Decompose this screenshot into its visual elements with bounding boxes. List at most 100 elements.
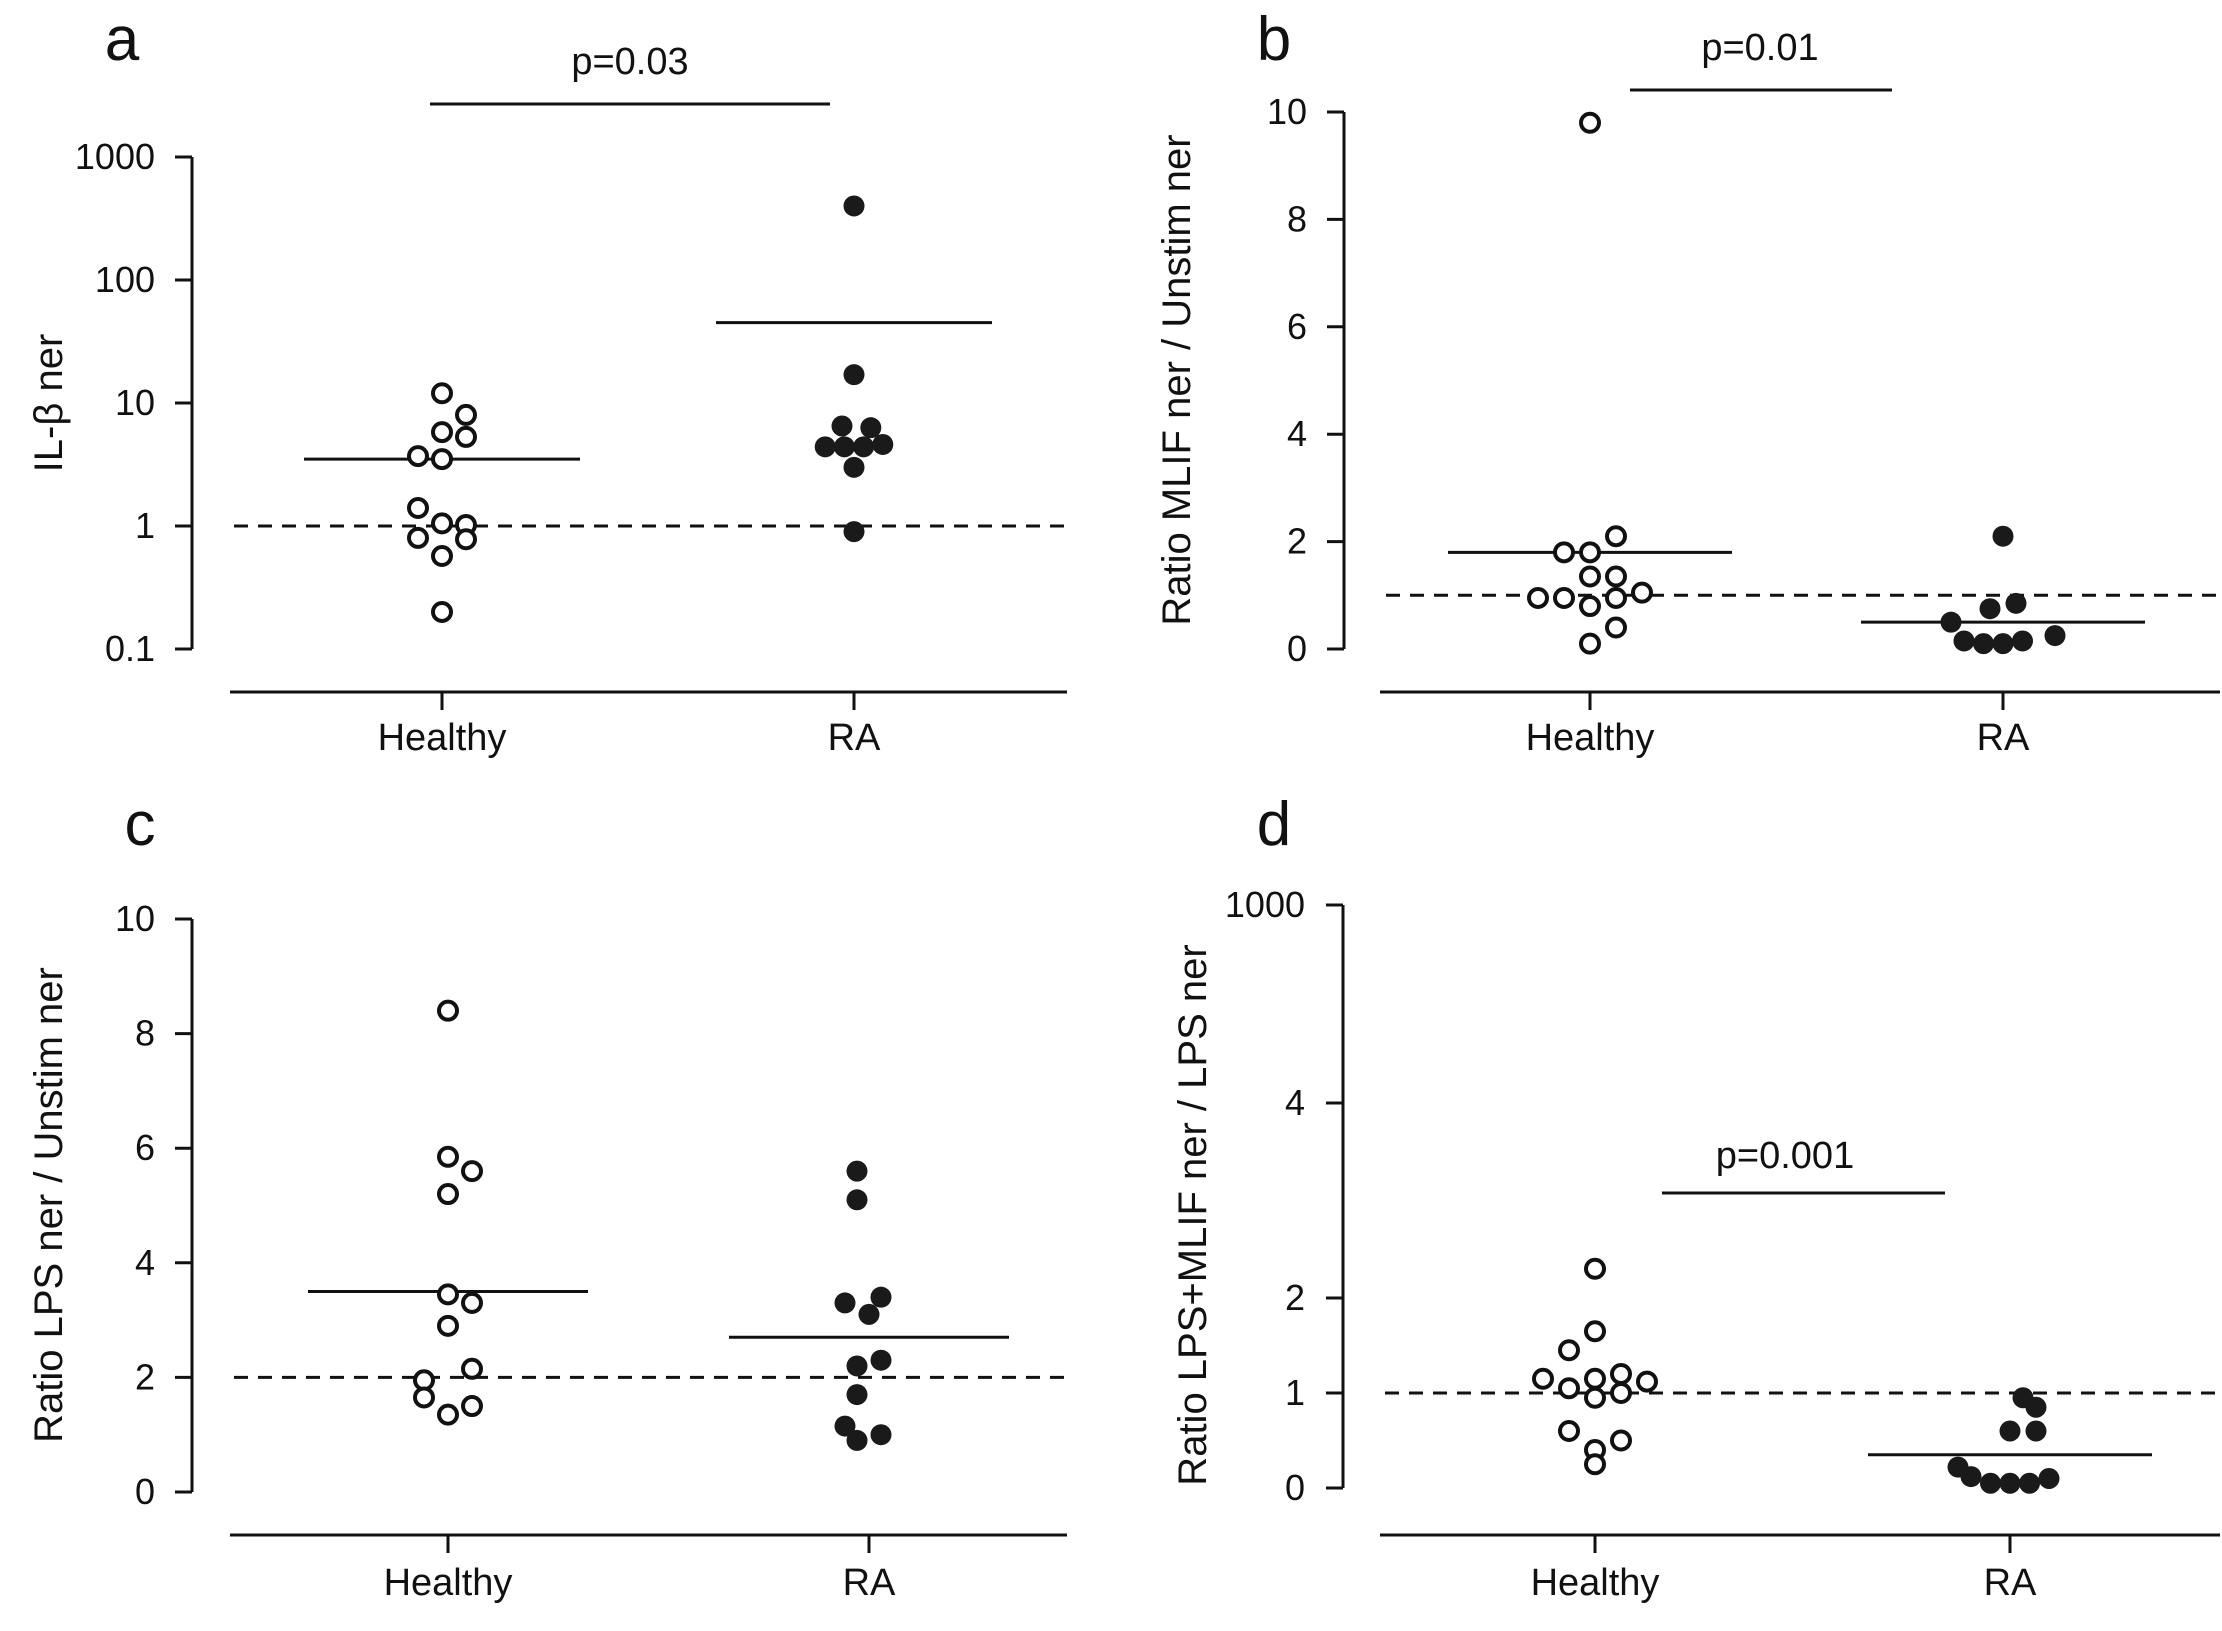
panel-c-letter: c	[125, 790, 156, 859]
panel-b-y-tick-label: 2	[1287, 521, 1307, 562]
panel-a-category-label: Healthy	[378, 717, 507, 759]
panel-c-category-label: RA	[843, 1562, 896, 1604]
panel-a-point-healthy	[455, 425, 477, 448]
panel-d-point-healthy	[1636, 1370, 1658, 1393]
panel-b-y-tick-label: 8	[1287, 198, 1307, 239]
panel-c-point-ra	[834, 1292, 856, 1314]
panel-a-point-ra	[814, 436, 836, 458]
panel-c-point-healthy	[413, 1386, 435, 1409]
panel-a-point-healthy	[431, 382, 453, 405]
panel-d-point-healthy	[1558, 1377, 1580, 1400]
panel-a-point-healthy	[455, 528, 477, 551]
panel-d-point-healthy	[1584, 1453, 1606, 1476]
panel-a-point-ra	[843, 521, 865, 543]
panel-c-y-tick-label: 8	[135, 1013, 155, 1054]
panel-a-y-tick-label: 100	[95, 259, 155, 300]
panel-d-point-healthy	[1610, 1382, 1632, 1404]
panel-a-point-healthy	[431, 545, 453, 568]
panel-b-y-tick-label: 6	[1287, 306, 1307, 347]
panel-b-category-label: RA	[1977, 717, 2030, 759]
panel-d-point-healthy	[1558, 1420, 1580, 1442]
panel-a-point-ra	[872, 433, 894, 455]
panel-b-point-healthy	[1579, 632, 1601, 655]
panel-b-point-healthy	[1631, 581, 1653, 604]
panel-c-point-ra	[846, 1429, 868, 1451]
panel-a-p-value: p=0.03	[571, 41, 688, 83]
panel-d-point-ra	[2025, 1396, 2047, 1418]
panel-c-category-label: Healthy	[384, 1562, 513, 1604]
panel-a-point-ra	[843, 456, 865, 478]
panel-d-point-ra	[2019, 1472, 2040, 1494]
panel-b-point-healthy	[1605, 586, 1627, 609]
panel-a-point-ra	[843, 364, 865, 386]
panel-b-point-healthy	[1579, 541, 1601, 564]
panel-a-y-tick-label: 10	[115, 382, 155, 423]
panel-a-point-ra	[831, 415, 853, 437]
panel-b-p-value: p=0.01	[1701, 27, 1818, 69]
panel-a-point-healthy	[407, 526, 429, 549]
panel-d-point-healthy	[1584, 1386, 1606, 1409]
panel-c-y-tick-label: 2	[135, 1356, 155, 1397]
panel-b-point-healthy	[1527, 586, 1549, 609]
panel-d-y-axis-label: Ratio LPS+MLIF ner / LPS ner	[1171, 944, 1215, 1485]
panel-d-letter: d	[1257, 790, 1291, 859]
panel-c-y-tick-label: 4	[135, 1242, 155, 1283]
panel-b-y-tick-label: 4	[1287, 413, 1307, 454]
panel-c-point-ra	[858, 1303, 880, 1325]
panel-a-point-healthy	[431, 512, 453, 535]
panel-a-point-healthy	[431, 448, 453, 471]
panel-c-point-ra	[834, 1415, 856, 1437]
panel-a-point-ra	[860, 417, 882, 439]
panel-c-point-ra	[846, 1160, 868, 1182]
panel-d-point-ra	[1960, 1466, 1982, 1488]
panel-b-point-healthy	[1553, 541, 1575, 564]
panel-c-point-ra	[846, 1189, 868, 1211]
panel-b-point-healthy	[1605, 616, 1627, 639]
panel-c-point-healthy	[437, 999, 459, 1022]
panel-c-point-healthy	[461, 1395, 483, 1418]
panel-d-point-ra	[2025, 1420, 2047, 1442]
panel-c-point-ra	[870, 1424, 892, 1446]
panel-b-point-healthy	[1553, 586, 1575, 609]
panel-d-y-tick-label: 2	[1285, 1277, 1305, 1318]
panel-d-point-healthy	[1584, 1367, 1606, 1390]
panel-c-point-healthy	[437, 1314, 459, 1337]
panel-b-y-axis-label: Ratio MLIF ner / Unstim ner	[1155, 134, 1199, 625]
panel-d-point-ra	[2038, 1468, 2060, 1489]
panel-a-point-healthy	[431, 600, 453, 623]
panel-c-point-ra	[870, 1349, 892, 1371]
panel-d-y-tick-label: 1000	[1225, 884, 1305, 925]
panel-a-y-tick-label: 1	[135, 505, 155, 546]
panel-a-category-label: RA	[828, 717, 881, 759]
panel-b-category-label: Healthy	[1526, 717, 1655, 759]
panel-c-y-tick-label: 0	[135, 1471, 155, 1512]
panel-d-category-label: RA	[1984, 1562, 2037, 1604]
panel-d-point-healthy	[1532, 1367, 1554, 1390]
panel-c-point-healthy	[437, 1283, 459, 1306]
panel-b-point-healthy	[1579, 595, 1601, 618]
panel-d-y-tick-label: 1	[1285, 1372, 1305, 1413]
panel-b-point-ra	[1940, 611, 1962, 633]
panel-a-point-healthy	[455, 403, 477, 426]
panel-b-point-ra	[2005, 592, 2027, 614]
panel-d-point-healthy	[1610, 1363, 1632, 1385]
panel-c-point-ra	[846, 1355, 868, 1377]
panel-a-point-ra	[853, 436, 875, 458]
panel-d-point-healthy	[1610, 1429, 1632, 1452]
panel-b-point-healthy	[1605, 565, 1627, 588]
panel-c-point-healthy	[437, 1403, 459, 1426]
panel-a-letter: a	[105, 5, 140, 74]
panel-b-y-tick-label: 10	[1267, 91, 1307, 132]
panel-b-point-ra	[1992, 633, 2014, 655]
panel-d-point-healthy	[1584, 1320, 1606, 1343]
panel-a-point-ra	[833, 436, 855, 458]
panel-c-y-axis-label: Ratio LPS ner / Unstim ner	[27, 967, 71, 1443]
panel-b-y-tick-label: 0	[1287, 628, 1307, 669]
panel-c-point-healthy	[461, 1160, 483, 1183]
panel-a-point-ra	[843, 195, 865, 217]
panel-c-point-healthy	[461, 1357, 483, 1380]
panel-c-y-tick-label: 10	[115, 898, 155, 939]
panel-d-point-healthy	[1558, 1339, 1580, 1362]
panel-d-p-value: p=0.001	[1716, 1135, 1854, 1177]
panel-b-point-ra	[2044, 625, 2066, 647]
